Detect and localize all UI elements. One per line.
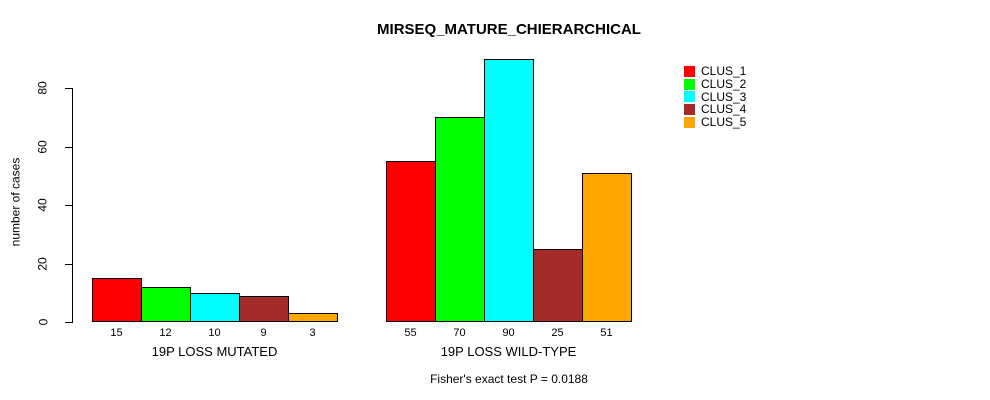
y-axis-tick (65, 88, 72, 89)
bar-clus_3-group2 (484, 58, 534, 322)
bar-value-label: 70 (453, 327, 466, 339)
bar-value-label: 25 (551, 327, 564, 339)
bar-clus_2-group2 (435, 117, 485, 322)
x-axis-group-label: 19P LOSS MUTATED (151, 344, 278, 359)
bar-clus_5-group2 (582, 172, 632, 322)
bar-value-label: 12 (159, 327, 172, 339)
y-axis-tick (65, 322, 72, 323)
bar-value-label: 51 (600, 327, 613, 339)
legend-item: CLUS_1 (684, 65, 746, 78)
bar-value-label: 55 (404, 327, 417, 339)
bar-value-label: 10 (208, 327, 221, 339)
legend-item: CLUS_4 (684, 103, 746, 116)
bar-clus_2-group1 (141, 286, 191, 322)
legend-label: CLUS_2 (701, 76, 747, 91)
legend-swatch (684, 65, 695, 77)
y-axis-tick (65, 264, 72, 265)
legend-label: CLUS_3 (701, 89, 747, 104)
legend-label: CLUS_4 (701, 102, 747, 117)
legend-swatch (684, 117, 695, 129)
chart-title: MIRSEQ_MATURE_CHIERARCHICAL (377, 21, 641, 38)
bar-clus_4-group1 (239, 295, 289, 322)
legend-swatch (684, 91, 695, 103)
y-axis-tick (65, 205, 72, 206)
fisher-test-annotation: Fisher's exact test P = 0.0188 (430, 372, 588, 386)
legend-swatch (684, 78, 695, 90)
legend-swatch (684, 104, 695, 116)
y-axis-line (72, 88, 73, 323)
bar-value-label: 90 (502, 327, 515, 339)
legend-item: CLUS_5 (684, 116, 746, 129)
bar-clus_3-group1 (190, 292, 240, 322)
legend-label: CLUS_1 (701, 64, 747, 78)
bar-clus_4-group2 (533, 248, 583, 322)
legend: CLUS_1 CLUS_2 CLUS_3 CLUS_4 CLUS_5 (684, 65, 746, 129)
bar-clus_1-group2 (386, 161, 436, 322)
bar-value-label: 15 (110, 327, 123, 339)
bar-clus_5-group1 (288, 313, 338, 322)
bar-value-label: 9 (260, 327, 267, 339)
y-axis-tick (65, 147, 72, 148)
legend-item: CLUS_2 (684, 76, 747, 91)
legend-item: CLUS_3 (684, 89, 747, 104)
bar-value-label: 3 (309, 327, 316, 339)
bar-clus_1-group1 (92, 278, 142, 322)
x-axis-group-label: 19P LOSS WILD-TYPE (440, 344, 577, 359)
legend-label: CLUS_5 (701, 115, 747, 130)
